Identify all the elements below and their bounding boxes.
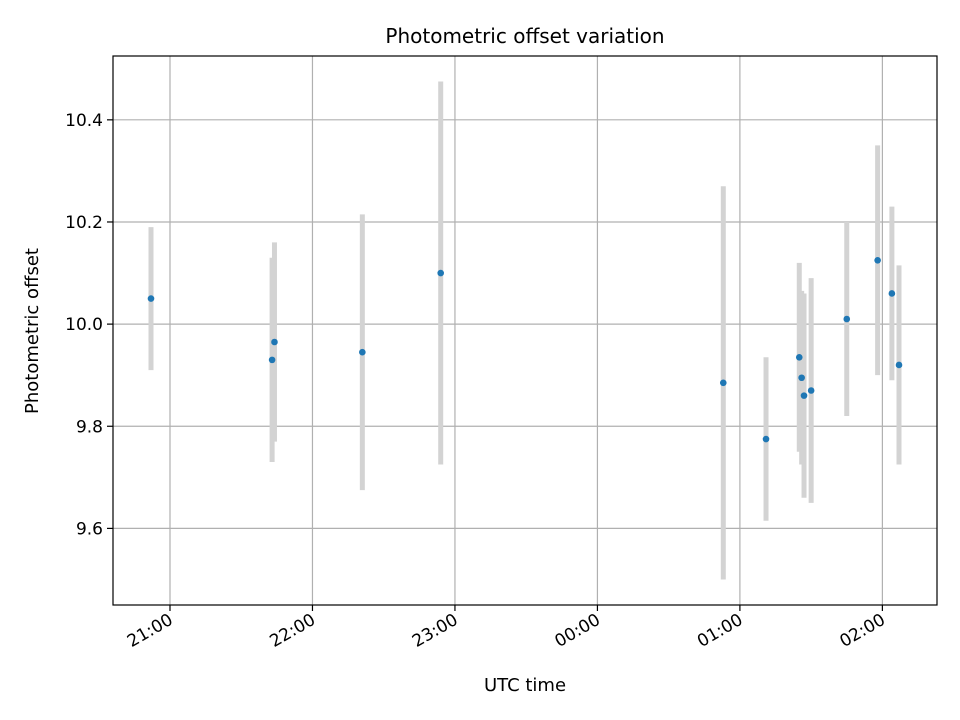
y-tick-label: 9.8 <box>76 417 103 437</box>
data-points <box>147 256 903 443</box>
data-point <box>895 361 903 369</box>
y-axis-label: Photometric offset <box>22 248 43 414</box>
data-point <box>888 290 896 297</box>
data-point <box>762 435 770 443</box>
y-tick-label: 10.0 <box>65 315 103 335</box>
x-tick-label: 02:00 <box>836 610 888 652</box>
data-point <box>795 354 803 361</box>
data-point <box>843 315 851 323</box>
data-point <box>271 338 278 346</box>
data-point <box>807 387 815 394</box>
x-tick-label: 23:00 <box>409 610 461 652</box>
data-point <box>874 256 881 264</box>
y-axis-ticks: 9.6 9.8 10.0 10.2 10.4 <box>65 111 113 539</box>
y-tick-label: 9.6 <box>76 519 103 539</box>
data-point <box>147 295 155 302</box>
data-point <box>800 392 808 399</box>
data-point <box>268 356 276 364</box>
chart-title: Photometric offset variation <box>385 24 664 48</box>
plot-frame <box>112 55 938 606</box>
y-tick-label: 10.4 <box>65 111 103 131</box>
y-tick-label: 10.2 <box>65 213 103 233</box>
x-axis-ticks: 21:00 22:00 23:00 00:00 01:00 02:00 <box>124 605 889 652</box>
grid <box>113 56 937 605</box>
data-point <box>437 269 445 277</box>
x-tick-label: 21:00 <box>124 610 176 652</box>
x-axis-label: UTC time <box>484 675 566 696</box>
x-tick-label: 00:00 <box>551 610 603 652</box>
error-bars <box>148 81 902 580</box>
data-point <box>719 379 727 387</box>
x-tick-label: 01:00 <box>694 610 746 652</box>
data-point <box>798 374 805 382</box>
data-point <box>359 348 366 356</box>
x-tick-label: 22:00 <box>267 610 319 652</box>
